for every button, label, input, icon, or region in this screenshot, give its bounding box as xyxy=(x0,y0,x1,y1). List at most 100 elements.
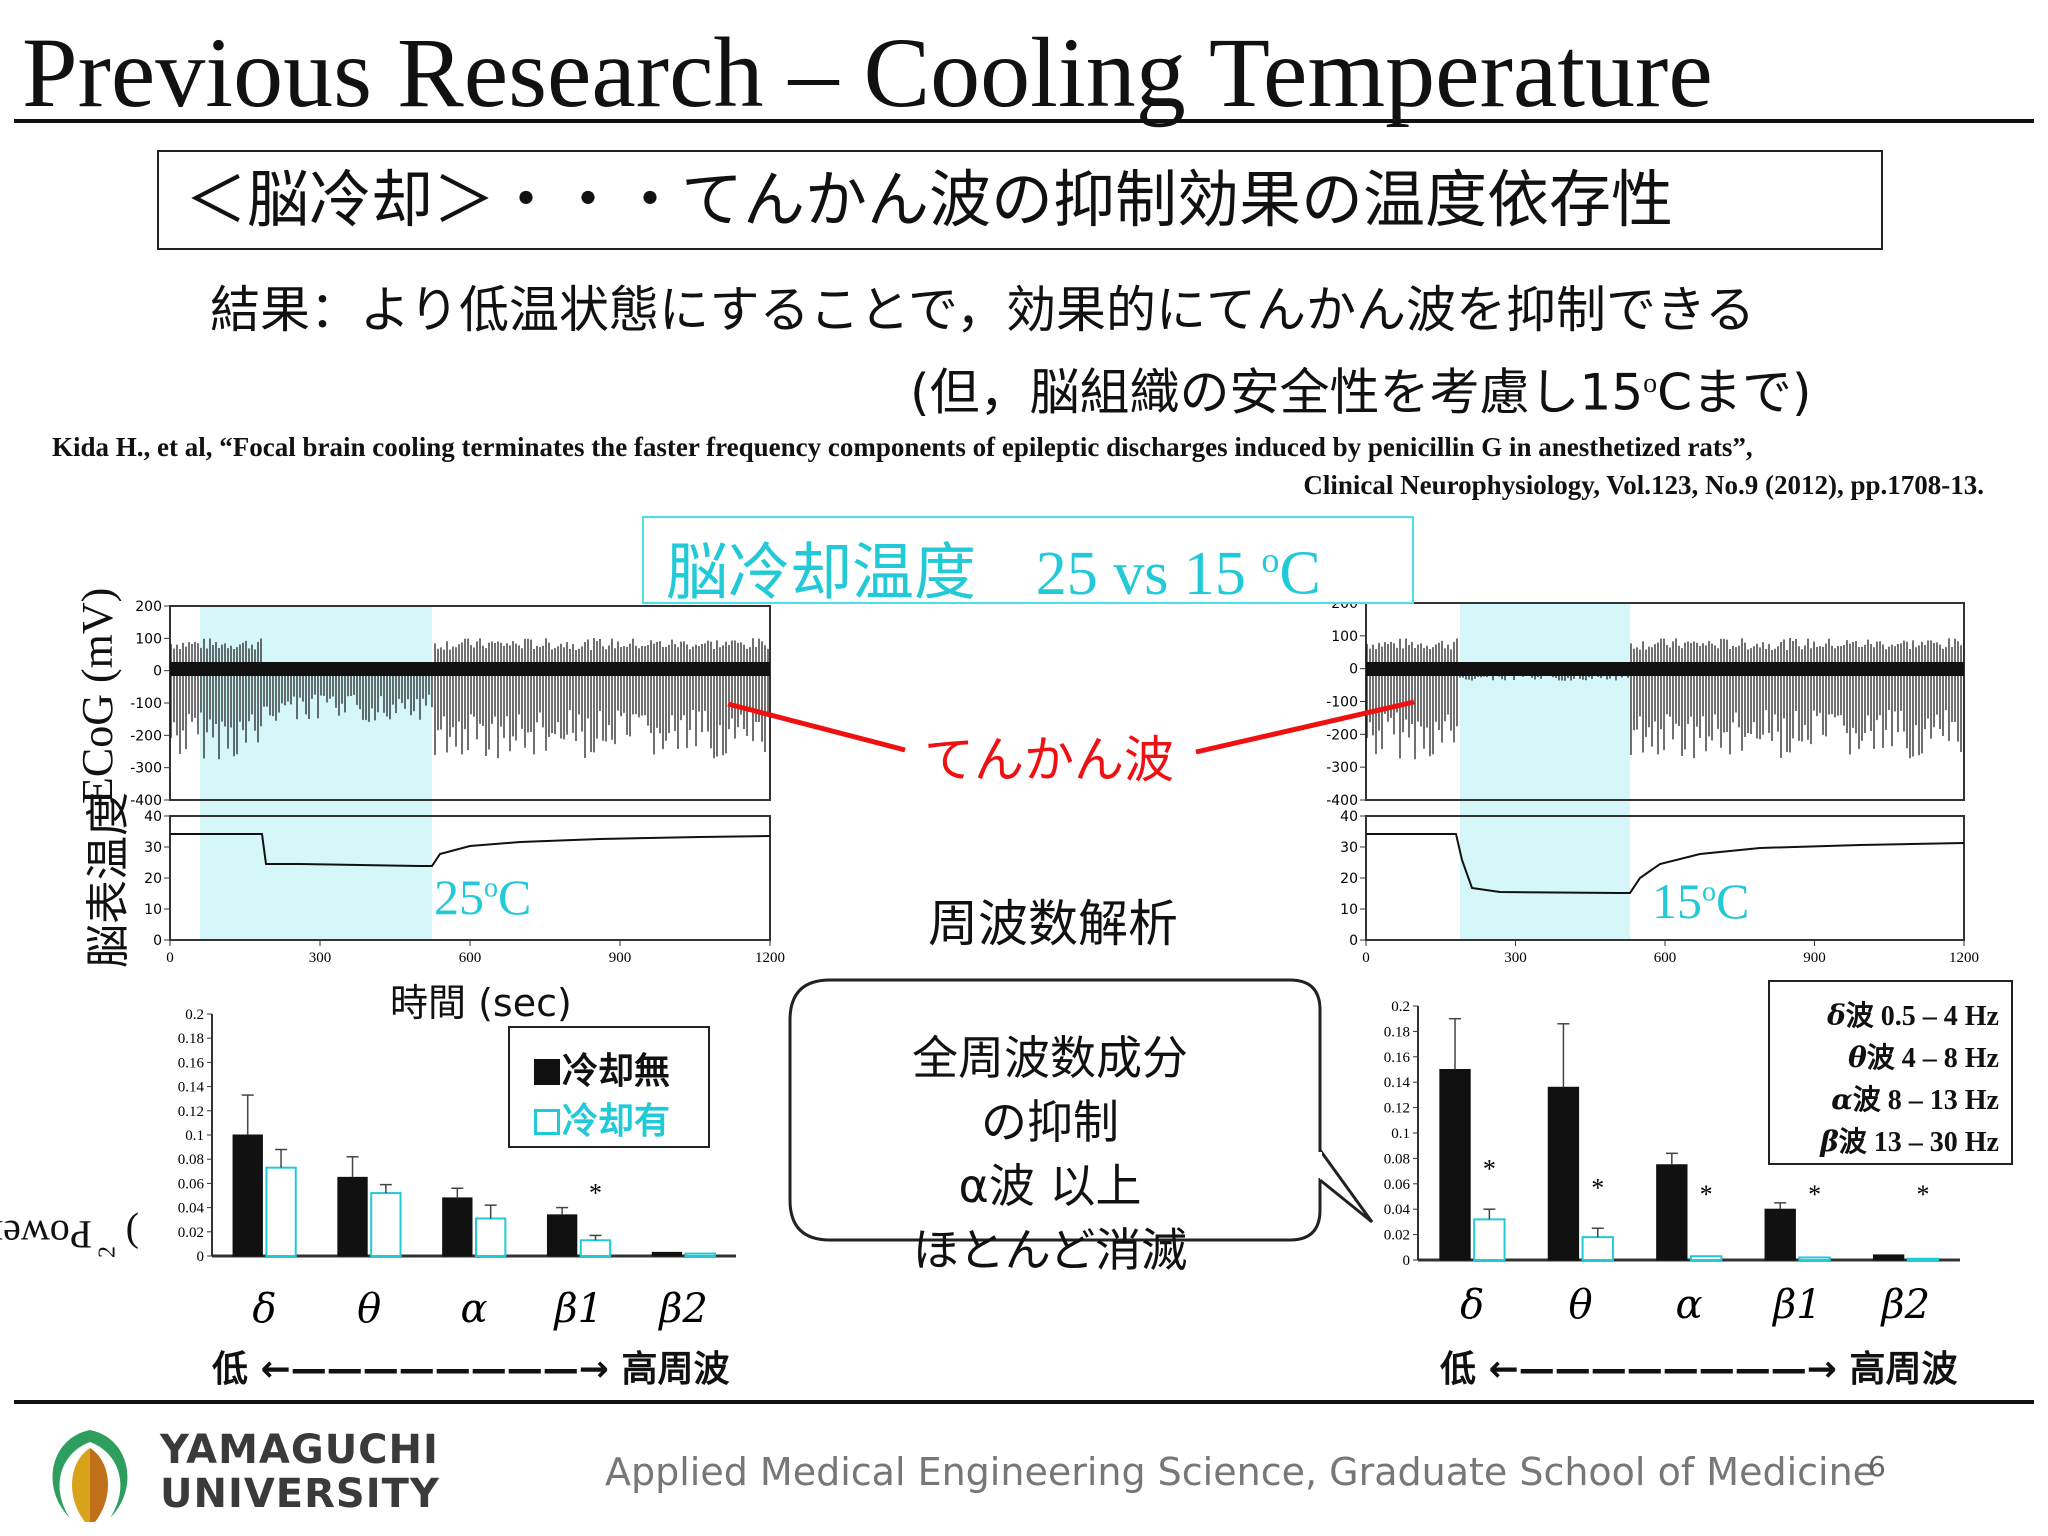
power-ytick-label: 0.04 xyxy=(178,1201,205,1217)
power-ytick-label: 0.08 xyxy=(1384,1151,1410,1167)
power-ytick-label: 0 xyxy=(197,1249,205,1265)
time-xtick-label: 900 xyxy=(609,950,632,966)
temp-ylabel: 脳表温度 xyxy=(83,792,134,968)
time-axis-label: 時間 (sec) xyxy=(390,972,572,1027)
right-temp-value: 15 xyxy=(1652,873,1702,929)
power-ytick-label: 0.06 xyxy=(178,1176,205,1192)
significance-marker: * xyxy=(1700,1180,1713,1209)
temp-box-sup: o xyxy=(1261,540,1280,580)
ecog-left-trace xyxy=(170,638,770,760)
cooling-period-right xyxy=(1460,603,1630,940)
significance-marker: * xyxy=(1808,1180,1821,1209)
band-category-label: θ xyxy=(357,1286,381,1332)
freq-axis-left: 低 ←————————→ 高周波 xyxy=(212,1349,730,1390)
time-xtick-label: 0 xyxy=(166,950,174,966)
power-ylabel-text: Power (mV xyxy=(0,1212,92,1257)
ecog-ytick-label: -100 xyxy=(130,696,162,712)
summary-line-1: 全周波数成分 xyxy=(912,1031,1188,1085)
temp-ytick-label: 40 xyxy=(144,809,162,825)
power-ytick-label: 0.06 xyxy=(1384,1177,1411,1193)
band-delta: δ波 0.5 – 4 Hz xyxy=(1827,999,1999,1032)
significance-marker: * xyxy=(589,1179,602,1208)
right-temp-sup: o xyxy=(1702,876,1716,908)
epileptic-wave-label: てんかん波 xyxy=(924,731,1174,789)
summary-bubble xyxy=(788,978,1322,1242)
significance-marker: * xyxy=(1483,1154,1496,1183)
time-xtick-label: 600 xyxy=(459,950,482,966)
band-category-label: α xyxy=(460,1286,487,1332)
temp-ytick-label: 20 xyxy=(144,871,162,887)
power-ytick-label: 0.12 xyxy=(178,1104,204,1120)
university-name: YAMAGUCHI UNIVERSITY xyxy=(160,1428,440,1516)
band-alpha: α波 8 – 13 Hz xyxy=(1831,1083,1999,1116)
footer-text: Applied Medical Engineering Science, Gra… xyxy=(605,1450,1877,1494)
ecog-baseline xyxy=(170,662,770,676)
ecog-ytick-label: 100 xyxy=(1331,629,1358,645)
power-ytick-label: 0.14 xyxy=(1384,1075,1411,1091)
bar-no-cooling xyxy=(546,1214,578,1257)
bar-no-cooling xyxy=(1764,1208,1796,1261)
band-beta: β波 13 – 30 Hz xyxy=(1820,1125,1999,1158)
power-ylabel-group: Power (mV2) xyxy=(0,996,142,1266)
significance-marker: * xyxy=(1591,1174,1604,1203)
power-chart-left: 0 0.02 0.04 0.06 0.08 0.1 0.12 0.14 0.16 0.18 0.2 δ… xyxy=(178,1007,736,1332)
summary-line-3: α波 以上 xyxy=(958,1159,1142,1213)
result-line-2-text: (但，脳組織の安全性を考慮し15 xyxy=(910,363,1644,422)
freq-axis-right: 低 ←————————→ 高周波 xyxy=(1440,1349,1958,1390)
power-chart-right: 0 0.02 0.04 0.06 0.08 0.1 0.12 0.14 0.16 0.18 0.2 *… xyxy=(1384,999,1960,1328)
topic-box: ＜脳冷却＞・・・てんかん波の抑制効果の温度依存性 xyxy=(157,150,1883,250)
time-axis-text: 時間 (sec) xyxy=(390,981,572,1025)
left-temp-label: 25oC xyxy=(434,868,531,926)
ecog-spikes xyxy=(1366,638,1962,760)
legend-black-swatch xyxy=(534,1059,560,1085)
power-ytick-label: 0.02 xyxy=(1384,1228,1410,1244)
power-ytick-label: 0.04 xyxy=(1384,1202,1411,1218)
temp-ytick-label: 20 xyxy=(1340,871,1358,887)
frequency-band-legend: δ波 0.5 – 4 Hz θ波 4 – 8 Hz α波 8 – 13 Hz β… xyxy=(1768,980,2013,1165)
ecog-ytick-label: -400 xyxy=(130,793,162,809)
bar-no-cooling xyxy=(1547,1086,1580,1261)
band-category-label: β1 xyxy=(553,1286,604,1332)
power-ytick-label: 0.1 xyxy=(1391,1126,1410,1142)
power-ytick-label: 0.12 xyxy=(1384,1101,1410,1117)
ecog-ytick-label: -100 xyxy=(1326,695,1358,711)
band-theta: θ波 4 – 8 Hz xyxy=(1848,1041,1999,1074)
legend-cooling-text: 冷却有 xyxy=(562,1101,671,1142)
band-category-label: β2 xyxy=(1880,1282,1931,1328)
power-ytick-label: 0.2 xyxy=(185,1007,204,1023)
result-line-1: 結果：より低温状態にすることで，効果的にてんかん波を抑制できる xyxy=(210,281,1755,339)
bar-no-cooling xyxy=(1656,1164,1688,1261)
ecog-right-trace xyxy=(1366,638,1964,760)
university-line-1: YAMAGUCHI xyxy=(160,1427,439,1473)
bar-no-cooling xyxy=(1439,1069,1471,1261)
right-temp-unit: C xyxy=(1716,873,1750,929)
band-category-label: θ xyxy=(1569,1282,1593,1328)
ecog-ytick-label: -200 xyxy=(1326,727,1358,743)
result-line-2-end: Cまで) xyxy=(1657,363,1812,422)
legend-no-cooling-text: 冷却無 xyxy=(562,1051,671,1092)
ecog-ytick-label: 200 xyxy=(135,599,162,615)
epileptic-pointer-right xyxy=(1195,699,1415,755)
epileptic-pointer-left xyxy=(727,701,906,753)
power-ytick-label: 0.08 xyxy=(178,1152,204,1168)
summary-line-4: ほとんど消滅 xyxy=(912,1223,1188,1277)
power-ylabel: Power (mV2) xyxy=(0,1212,139,1258)
power-ytick-label: 0.2 xyxy=(1391,999,1410,1015)
ecog-ytick-label: 0 xyxy=(153,664,162,680)
temp-ytick-label: 10 xyxy=(144,902,162,918)
bar-no-cooling xyxy=(337,1176,368,1257)
bar-no-cooling xyxy=(442,1197,473,1257)
temp-ytick-label: 0 xyxy=(153,933,162,949)
band-category-label: δ xyxy=(252,1286,276,1332)
bar-cooling xyxy=(1798,1256,1831,1261)
temp-box-en: 25 vs 15 xyxy=(1035,539,1262,608)
left-temp-value: 25 xyxy=(434,869,484,925)
degree-sup: o xyxy=(1643,368,1658,399)
ecog-ytick-label: 100 xyxy=(135,631,162,647)
bar-cooling xyxy=(1581,1236,1614,1262)
ecog-ytick-label: -300 xyxy=(1326,760,1358,776)
